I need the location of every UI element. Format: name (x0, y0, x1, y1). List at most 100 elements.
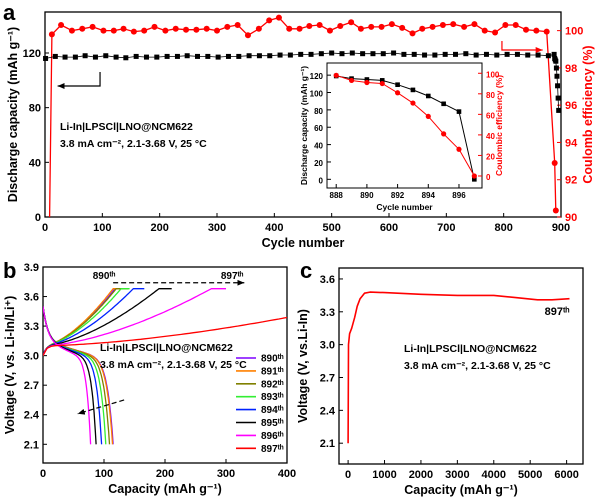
capacity-point (205, 53, 211, 59)
discharge-curve (43, 306, 92, 445)
x-tick-label: 0 (40, 468, 46, 480)
capacity-point (113, 54, 119, 60)
ce-point (120, 25, 127, 32)
capacity-point (133, 53, 139, 59)
x-tick-label: 200 (156, 468, 174, 480)
inset-series-line (336, 74, 475, 177)
panel-a-inset-plot: 888 890 892 894 896 0 20 40 60 80 100 120 0 20 40 60 80 1… (299, 62, 504, 212)
legend-label: 894ᵗʰ (261, 405, 284, 416)
capacity-point (236, 53, 242, 59)
inset-ce-point (379, 80, 385, 87)
ce-point (266, 17, 273, 24)
annotation-text: 3.8 mA cm⁻², 2.1-3.68 V, 25 °C (100, 359, 247, 371)
y-right-tick-label: 100 (486, 70, 500, 79)
capacity-point (473, 52, 479, 58)
capacity-point (360, 51, 366, 57)
x-tick-label: 300 (208, 222, 226, 234)
y-tick-label: 40 (29, 157, 41, 169)
ce-point (419, 25, 426, 32)
ce-point (275, 14, 282, 21)
capacity-point (494, 52, 500, 58)
capacity-point (422, 52, 428, 58)
ce-point (533, 27, 540, 34)
y-right-axis-title: Coulomb efficiency (%) (581, 45, 595, 183)
x-tick-label: 100 (93, 222, 111, 234)
inset-capacity-point (395, 82, 400, 88)
capacity-point (556, 107, 562, 113)
x-tick-label: 300 (217, 468, 235, 480)
ce-point (130, 28, 137, 35)
legend-label: 892ᵗʰ (261, 379, 284, 390)
x-tick-label: 800 (494, 222, 512, 234)
capacity-point (256, 53, 262, 59)
capacity-point (504, 51, 510, 57)
annotation-text: Li-In|LPSCl|LNO@NCM622 (60, 121, 193, 133)
capacity-point (308, 51, 314, 57)
ce-point (89, 23, 96, 30)
ce-point (151, 23, 158, 30)
capacity-point (184, 53, 190, 59)
capacity-point (553, 58, 559, 64)
x-tick-label: 6000 (554, 469, 578, 481)
inset-capacity-point (364, 77, 370, 82)
ce-point (183, 26, 190, 33)
y-tick-label: 80 (29, 103, 41, 115)
legend-label: 897ᵗʰ (261, 444, 284, 455)
ce-point (368, 23, 375, 30)
y-right-tick-label: 60 (486, 111, 495, 120)
inset-ce-point (394, 90, 401, 96)
ce-point (110, 27, 117, 34)
x-tick-label: 5000 (518, 469, 542, 481)
ce-point (409, 30, 416, 37)
ce-point (255, 25, 262, 32)
legend-label: 890ᵗʰ (261, 354, 284, 365)
y-right-tick-label: 80 (486, 91, 495, 100)
voltage-curve-897 (347, 291, 570, 444)
ce-point (58, 22, 65, 29)
capacity-point (174, 53, 180, 59)
capacity-point (553, 65, 559, 71)
capacity-point (525, 52, 531, 58)
ce-point (68, 27, 75, 34)
capacity-point (349, 50, 355, 56)
ce-point (348, 19, 355, 26)
x-tick-label: 0 (42, 222, 48, 234)
x-axis-title: Capacity (mAh g⁻¹) (404, 483, 518, 497)
ce-point (461, 23, 468, 30)
x-tick-label: 600 (380, 222, 398, 234)
ce-point (471, 21, 478, 28)
x-tick-label: 900 (552, 222, 570, 234)
capacity-point (545, 53, 551, 59)
ce-point (172, 25, 179, 32)
ce-point (512, 22, 519, 29)
ce-point (551, 159, 558, 166)
x-tick-label: 1000 (372, 469, 396, 481)
capacity-point (215, 54, 221, 60)
capacity-point (329, 50, 335, 56)
plot-frame (44, 11, 562, 218)
capacity-point (432, 52, 438, 58)
x-tick-label: 3000 (445, 469, 469, 481)
y-right-tick-label: 100 (565, 26, 583, 38)
ce-point (399, 24, 406, 31)
y-tick-label: 0 (35, 212, 41, 224)
capacity-point (82, 53, 88, 59)
x-tick-label: 2000 (409, 469, 433, 481)
y-tick-label: 3.6 (320, 274, 335, 286)
y-axis-title: Voltage (V, vs.Li-In) (296, 309, 310, 423)
y-right-tick-label: 40 (486, 132, 495, 141)
y-tick-label: 2.4 (320, 405, 336, 417)
y-tick-label: 80 (314, 107, 323, 116)
capacity-point (72, 54, 78, 60)
x-axis-title: Cycle number (262, 236, 345, 250)
legend-label: 891ᵗʰ (261, 366, 284, 377)
ce-point (337, 22, 344, 29)
capacity-point (555, 95, 561, 101)
capacity-point (287, 52, 293, 58)
capacity-point (43, 55, 49, 61)
capacity-point (52, 53, 58, 59)
charge-curve (43, 316, 287, 356)
ce-point (492, 29, 499, 36)
capacity-point (535, 52, 541, 58)
y-tick-label: 20 (314, 159, 323, 168)
